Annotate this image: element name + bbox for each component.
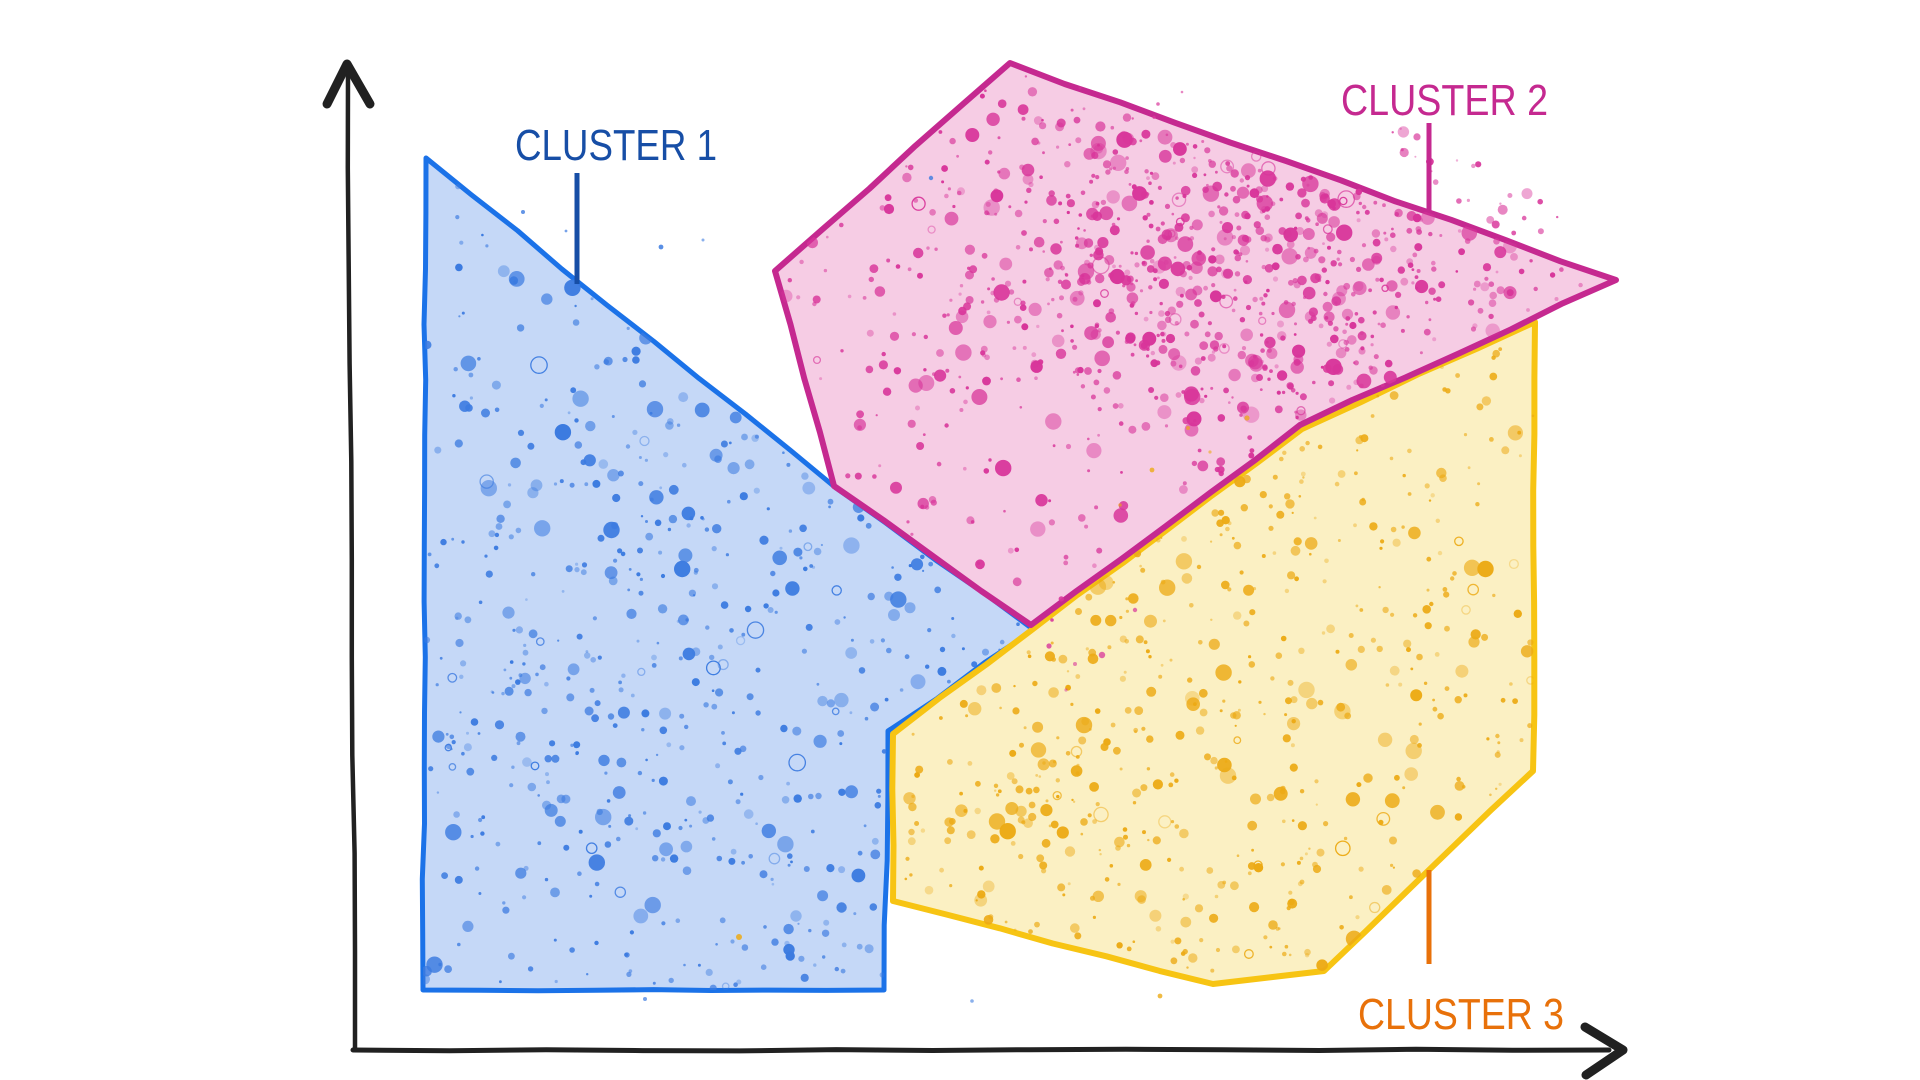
svg-text:CLUSTER 1: CLUSTER 1 <box>515 121 717 170</box>
svg-text:CLUSTER 2: CLUSTER 2 <box>1341 76 1548 125</box>
svg-text:CLUSTER 3: CLUSTER 3 <box>1358 990 1564 1039</box>
